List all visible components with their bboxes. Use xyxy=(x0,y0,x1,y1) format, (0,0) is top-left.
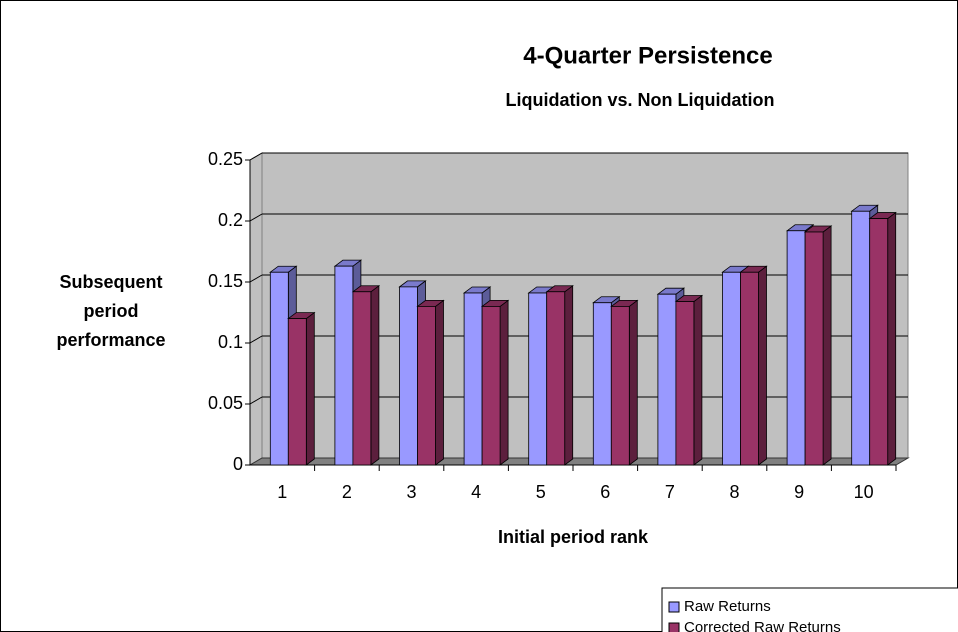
x-tick-label: 3 xyxy=(406,482,416,502)
bar xyxy=(740,271,759,466)
y-tick-label: 0.1 xyxy=(218,332,243,352)
grid-line xyxy=(249,152,263,161)
bar-side xyxy=(564,284,574,466)
bar xyxy=(287,318,307,466)
x-tick-label: 10 xyxy=(854,482,874,502)
y-tick-label: 0.05 xyxy=(208,393,243,413)
legend-swatch xyxy=(668,622,680,632)
bar xyxy=(399,286,418,466)
x-tick-label: 1 xyxy=(277,482,287,502)
bar xyxy=(675,301,695,466)
legend-box xyxy=(661,587,958,632)
chart-subtitle: Liquidation vs. Non Liquidation xyxy=(506,90,775,110)
bar xyxy=(786,230,806,466)
chart-title: 4-Quarter Persistence xyxy=(523,42,772,69)
grid-line xyxy=(249,396,263,405)
x-tick-label: 8 xyxy=(729,482,739,502)
bar xyxy=(546,291,566,466)
bar-side xyxy=(499,299,509,466)
side-wall xyxy=(249,152,263,466)
bar-side xyxy=(628,299,638,466)
bar xyxy=(722,271,741,466)
x-tick-label: 6 xyxy=(600,482,610,502)
x-tick-label: 5 xyxy=(536,482,546,502)
bar-side xyxy=(758,265,767,466)
y-tick-label: 0.2 xyxy=(218,210,243,230)
x-axis-label: Initial period rank xyxy=(498,527,649,547)
bar-side xyxy=(822,225,832,466)
y-tick-label: 0 xyxy=(233,454,243,474)
legend-label: Corrected Raw Returns xyxy=(684,619,841,632)
bar xyxy=(463,292,483,466)
bar xyxy=(657,293,677,466)
y-tick-label: 0.15 xyxy=(208,271,243,291)
grid-line xyxy=(249,274,263,283)
y-axis-label: Subsequent period performance xyxy=(56,272,166,350)
bar xyxy=(592,302,612,466)
bar-side xyxy=(435,299,444,466)
legend-swatch xyxy=(668,601,680,613)
grid-line xyxy=(249,335,263,344)
bar-side xyxy=(693,294,703,466)
bar xyxy=(869,218,889,466)
bar xyxy=(481,305,501,466)
x-tick-label: 2 xyxy=(342,482,352,502)
x-tick-label: 9 xyxy=(794,482,804,502)
grid-line xyxy=(249,213,263,222)
bar xyxy=(334,265,354,466)
bar xyxy=(610,305,630,466)
bar-side xyxy=(370,284,380,466)
bar xyxy=(528,292,548,466)
bar xyxy=(269,271,289,466)
bar-side xyxy=(305,311,315,466)
legend-label: Raw Returns xyxy=(684,598,771,615)
bar xyxy=(352,291,372,466)
y-tick-label: 0.25 xyxy=(208,149,243,169)
x-tick-label: 7 xyxy=(665,482,675,502)
bar xyxy=(417,305,436,466)
bar xyxy=(851,210,871,466)
x-tick-label: 4 xyxy=(471,482,481,502)
bar-side xyxy=(887,211,897,466)
bar xyxy=(804,231,824,466)
